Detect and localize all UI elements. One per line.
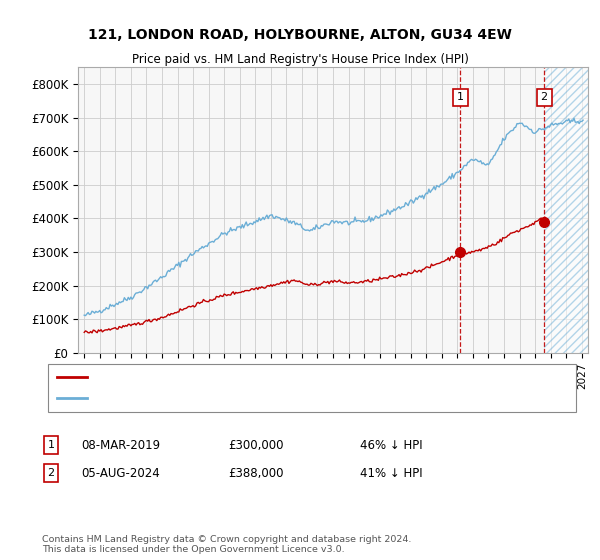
Text: 2: 2 [47, 468, 55, 478]
Text: 1: 1 [47, 440, 55, 450]
Text: HPI: Average price, detached house, East Hampshire: HPI: Average price, detached house, East… [93, 393, 368, 403]
Text: 41% ↓ HPI: 41% ↓ HPI [360, 466, 422, 480]
Text: 121, LONDON ROAD, HOLYBOURNE, ALTON, GU34 4EW (detached house): 121, LONDON ROAD, HOLYBOURNE, ALTON, GU3… [93, 372, 473, 382]
Text: Price paid vs. HM Land Registry's House Price Index (HPI): Price paid vs. HM Land Registry's House … [131, 53, 469, 66]
Text: 08-MAR-2019: 08-MAR-2019 [81, 438, 160, 452]
Text: Contains HM Land Registry data © Crown copyright and database right 2024.
This d: Contains HM Land Registry data © Crown c… [42, 535, 412, 554]
Text: 1: 1 [457, 92, 464, 102]
Text: 121, LONDON ROAD, HOLYBOURNE, ALTON, GU34 4EW: 121, LONDON ROAD, HOLYBOURNE, ALTON, GU3… [88, 28, 512, 42]
Text: £388,000: £388,000 [228, 466, 284, 480]
Text: 2: 2 [541, 92, 548, 102]
Text: 46% ↓ HPI: 46% ↓ HPI [360, 438, 422, 452]
Text: 05-AUG-2024: 05-AUG-2024 [81, 466, 160, 480]
Text: £300,000: £300,000 [228, 438, 284, 452]
Polygon shape [544, 67, 588, 353]
